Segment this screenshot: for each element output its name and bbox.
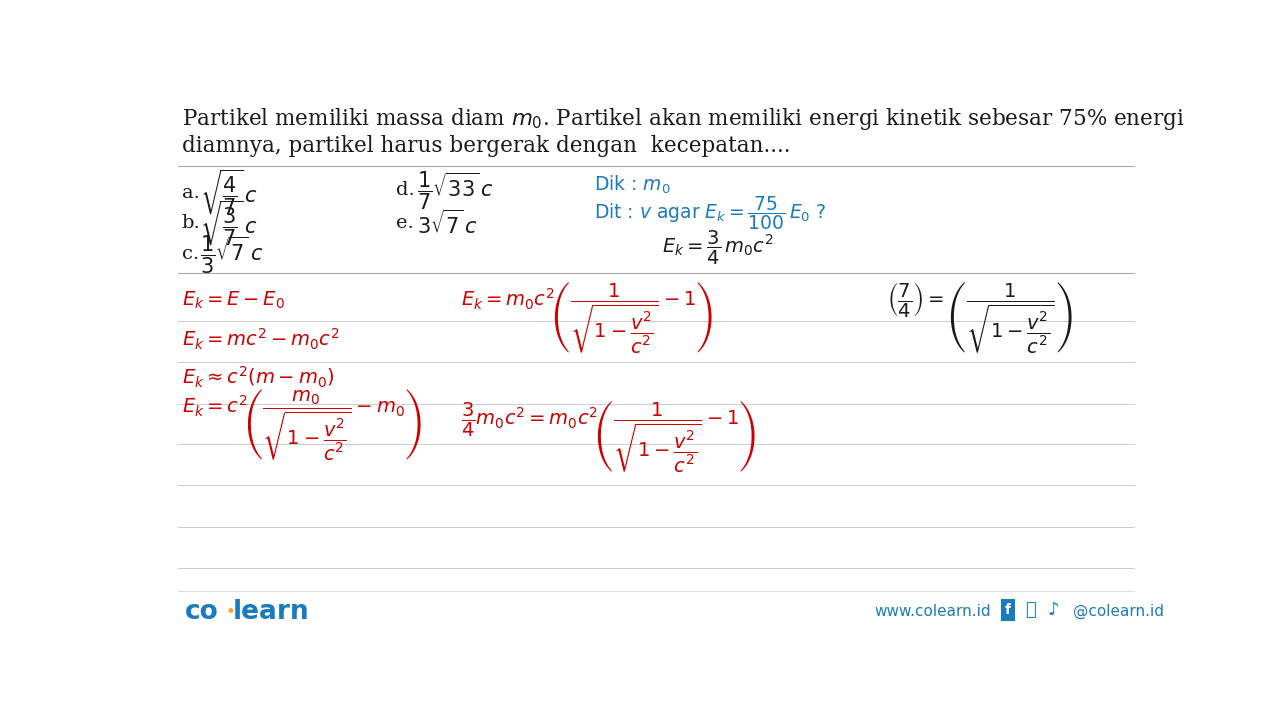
Text: $\dfrac{1}{7}\sqrt{33}\,c$: $\dfrac{1}{7}\sqrt{33}\,c$: [417, 169, 494, 212]
Text: www.colearn.id: www.colearn.id: [874, 604, 991, 619]
Text: c.: c.: [182, 246, 198, 264]
Text: $\dfrac{3}{4}m_0 c^2 = m_0 c^2\!\left(\dfrac{1}{\sqrt{1-\dfrac{v^2}{c^2}}} - 1\r: $\dfrac{3}{4}m_0 c^2 = m_0 c^2\!\left(\d…: [461, 399, 756, 475]
Text: d.: d.: [397, 181, 415, 199]
Text: learn: learn: [233, 598, 308, 624]
Text: @colearn.id: @colearn.id: [1073, 604, 1164, 619]
Text: e.: e.: [397, 215, 415, 233]
Text: $\left(\dfrac{7}{4}\right) = \left(\dfrac{1}{\sqrt{1-\dfrac{v^2}{c^2}}}\right)$: $\left(\dfrac{7}{4}\right) = \left(\dfra…: [887, 279, 1073, 356]
Text: a.: a.: [182, 184, 200, 202]
Text: $\dfrac{1}{3}\sqrt{7}\,c$: $\dfrac{1}{3}\sqrt{7}\,c$: [200, 233, 264, 276]
Text: Dit : $v$ agar $E_k = \dfrac{75}{100}\,E_0$ ?: Dit : $v$ agar $E_k = \dfrac{75}{100}\,E…: [594, 194, 827, 233]
Text: $E_k = E - E_0$: $E_k = E - E_0$: [182, 290, 284, 311]
Text: $E_k = m_0 c^2\!\left(\dfrac{1}{\sqrt{1-\dfrac{v^2}{c^2}}} - 1\right)$: $E_k = m_0 c^2\!\left(\dfrac{1}{\sqrt{1-…: [461, 279, 713, 356]
Text: $E_k = \dfrac{3}{4}\,m_0 c^2$: $E_k = \dfrac{3}{4}\,m_0 c^2$: [662, 229, 774, 267]
Text: f: f: [1005, 603, 1011, 617]
Text: Partikel memiliki massa diam $m_0$. Partikel akan memiliki energi kinetik sebesa: Partikel memiliki massa diam $m_0$. Part…: [182, 106, 1185, 132]
Text: •: •: [225, 603, 236, 621]
Text: $3\sqrt{7}\,c$: $3\sqrt{7}\,c$: [417, 210, 477, 238]
Text: b.: b.: [182, 215, 201, 233]
Text: $E_k \approx c^2\left(m - m_0\right)$: $E_k \approx c^2\left(m - m_0\right)$: [182, 365, 334, 390]
Text: diamnya, partikel harus bergerak dengan  kecepatan....: diamnya, partikel harus bergerak dengan …: [182, 135, 790, 158]
Text: $E_k = mc^2 - m_0c^2$: $E_k = mc^2 - m_0c^2$: [182, 326, 339, 351]
Text: co: co: [184, 598, 219, 624]
Text: ♪: ♪: [1047, 601, 1059, 619]
Text: $E_k = c^2\!\left(\dfrac{m_0}{\sqrt{1-\dfrac{v^2}{c^2}}} - m_0\right)$: $E_k = c^2\!\left(\dfrac{m_0}{\sqrt{1-\d…: [182, 387, 421, 464]
Text: ⓞ: ⓞ: [1025, 601, 1037, 619]
Text: Dik : $m_0$: Dik : $m_0$: [594, 174, 671, 196]
Text: $\sqrt{\dfrac{3}{7}}\,c$: $\sqrt{\dfrac{3}{7}}\,c$: [200, 199, 259, 248]
Text: $\sqrt{\dfrac{4}{7}}\,c$: $\sqrt{\dfrac{4}{7}}\,c$: [200, 168, 259, 217]
